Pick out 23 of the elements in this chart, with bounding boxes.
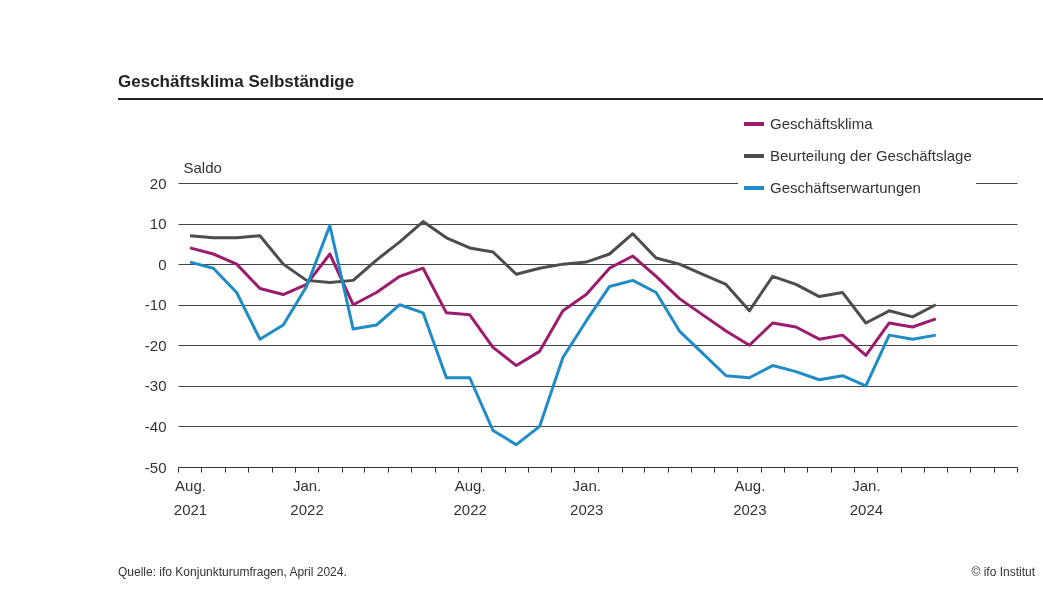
y-tick-label: 20 xyxy=(149,174,167,192)
x-tick-label: Aug. 2022 xyxy=(453,476,487,518)
y-tick-label: 0 xyxy=(158,255,167,273)
y-tick-label: -20 xyxy=(144,336,167,354)
text: © ifo Institut xyxy=(971,565,1035,579)
legend-label: Beurteilung der Geschäftslage xyxy=(770,147,972,164)
x-tick-label: Jan. 2022 xyxy=(290,476,324,518)
y-tick-label: -50 xyxy=(144,458,167,476)
x-tick-label: Aug. 2023 xyxy=(733,476,767,518)
y-tick-label: -30 xyxy=(144,377,167,395)
y-tick-label: 10 xyxy=(149,215,167,233)
line-series xyxy=(188,224,938,447)
source-note: Quelle: ifo Konjunkturumfragen, April 2024. xyxy=(118,565,347,579)
legend-label: Geschäftserwartungen xyxy=(770,179,921,196)
x-tick-label: Aug. 2021 xyxy=(173,476,208,518)
y-tick-label: -40 xyxy=(144,417,167,435)
line-series xyxy=(188,246,938,368)
y-tick-label: -10 xyxy=(144,296,167,314)
x-tick-label: Jan. 2023 xyxy=(570,476,604,518)
x-tick-label: Jan. 2024 xyxy=(849,476,884,518)
y-axis-title: Saldo xyxy=(183,158,222,176)
chart-title: Geschäftsklima Selbständige xyxy=(118,72,1043,100)
legend-label: Geschäftsklima xyxy=(770,115,874,132)
